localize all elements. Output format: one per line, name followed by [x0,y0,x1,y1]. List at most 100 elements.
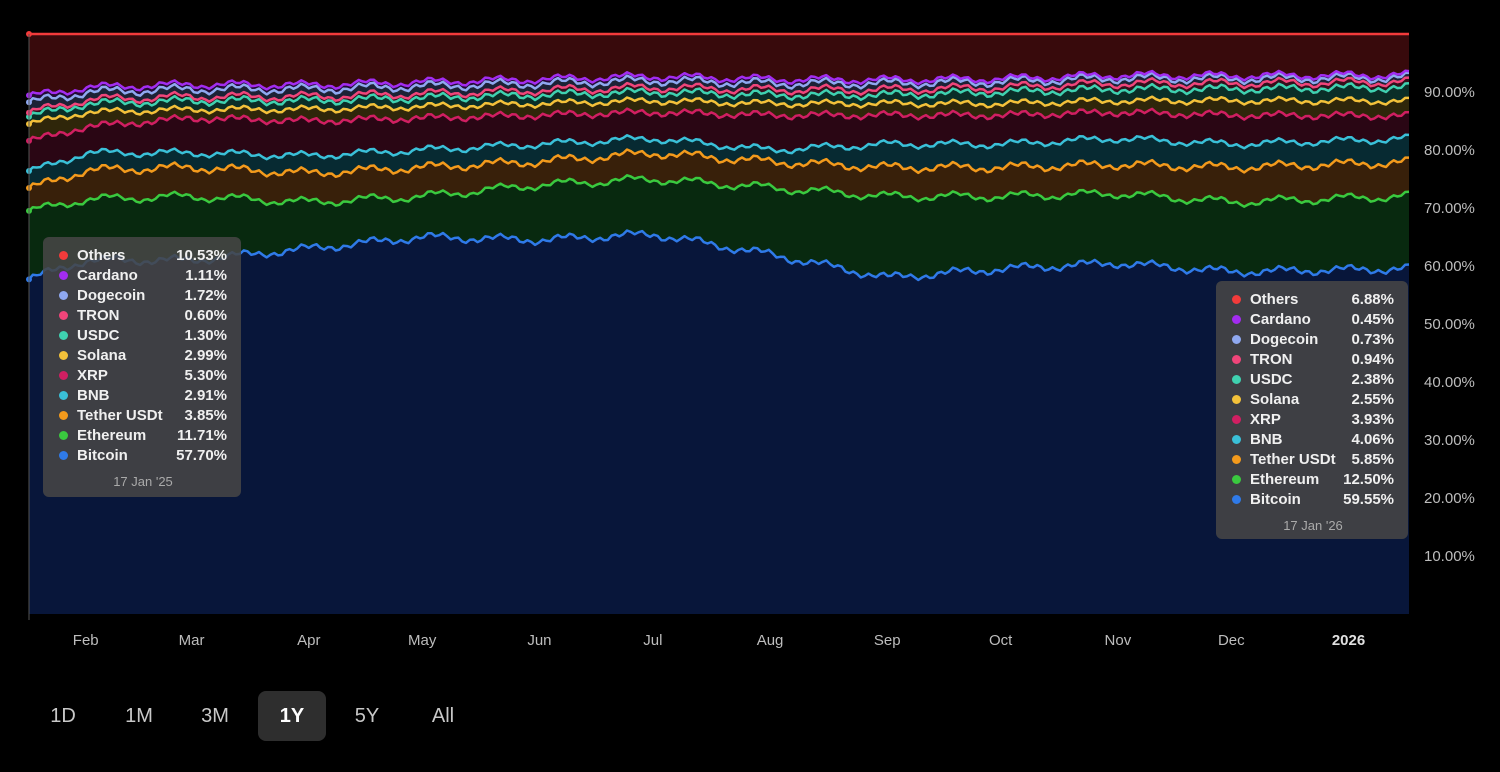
y-tick-label: 60.00% [1424,258,1475,275]
legend-dot-icon [59,310,68,320]
tooltip-row: BNB 2.91% [59,385,227,405]
stacked-areas [29,34,1409,614]
tooltip-series-name: BNB [77,386,110,404]
tooltip-row: Bitcoin 59.55% [1232,489,1394,509]
area-solana [29,96,1409,141]
range-button-1d[interactable]: 1D [26,691,100,741]
tooltip-series-name: Others [77,246,126,264]
tooltip-series-value: 11.71% [176,426,227,444]
legend-dot-icon [1232,334,1241,344]
tooltip-series-value: 2.99% [184,346,227,364]
tooltip-series-name: Cardano [1250,310,1311,328]
tooltip-row: TRON 0.60% [59,305,227,325]
tooltip-series-value: 2.91% [184,386,227,404]
y-tick-label: 70.00% [1424,200,1475,217]
tooltip-series-name: Tether USDt [77,406,163,424]
tooltip-series-value: 59.55% [1343,490,1394,508]
tooltip-series-name: USDC [1250,370,1293,388]
legend-dot-icon [59,330,68,340]
tooltip-series-value: 12.50% [1343,470,1394,488]
series-lines [26,31,1410,283]
tooltip-date: 17 Jan '26 [1283,518,1343,533]
legend-dot-icon [1232,354,1241,364]
tooltip-series-value: 5.85% [1351,450,1394,468]
tooltip-series-value: 3.85% [184,406,227,424]
area-ethereum [29,175,1409,280]
tooltip-row: Ethereum 12.50% [1232,469,1394,489]
tooltip-series-name: Ethereum [1250,470,1320,488]
tooltip-row: Ethereum 11.71% [59,425,227,445]
tooltip-series-value: 0.60% [184,306,227,324]
y-tick-label: 20.00% [1424,490,1475,507]
x-tick-label: May [408,632,437,649]
legend-dot-icon [59,270,68,280]
tooltip-series-value: 3.93% [1351,410,1394,428]
tooltip-series-name: TRON [77,306,120,324]
tooltip-series-value: 0.73% [1351,330,1394,348]
tooltip-series-value: 0.45% [1351,310,1394,328]
tooltip-series-name: Cardano [77,266,138,284]
line-tron [28,76,1410,114]
line-bnb [28,133,1410,172]
line-ethereum [28,174,1410,212]
tooltip-row: Cardano 1.11% [59,265,227,285]
tooltip-row: Dogecoin 0.73% [1232,329,1394,349]
x-tick-label: Sep [874,632,901,649]
legend-dot-icon [59,350,68,360]
range-button-3m[interactable]: 3M [178,691,252,741]
tooltip-series-name: Bitcoin [1250,490,1301,508]
tooltip-series-value: 1.72% [184,286,227,304]
tooltip-row: Tether USDt 5.85% [1232,449,1394,469]
area-xrp [29,108,1409,171]
legend-dot-icon [59,370,68,380]
tooltip-row: XRP 3.93% [1232,409,1394,429]
tooltip-series-name: Others [1250,290,1299,308]
tooltip-series-name: Tether USDt [1250,450,1336,468]
legend-dot-icon [1232,494,1241,504]
legend-dot-icon [1232,314,1241,324]
tooltip-row: Bitcoin 57.70% [59,445,227,465]
tooltip-row: Others 6.88% [1232,289,1394,309]
x-tick-label: Nov [1105,632,1132,649]
tooltip-end: Others 6.88% Cardano 0.45% Dogecoin 0.73% TRON… [1216,281,1408,539]
tooltip-row: Solana 2.55% [1232,389,1394,409]
range-button-1y[interactable]: 1Y [258,691,326,741]
line-cardano [28,69,1410,97]
legend-dot-icon [59,450,68,460]
time-range-selector: 1D 1M 3M 1Y 5Y All [26,691,482,741]
tooltip-row: Others 10.53% [59,245,227,265]
range-button-1m[interactable]: 1M [102,691,176,741]
tooltip-series-name: Solana [77,346,127,364]
tooltip-series-value: 4.06% [1351,430,1394,448]
legend-dot-icon [1232,474,1241,484]
y-tick-label: 80.00% [1424,142,1475,159]
tooltip-series-name: Dogecoin [77,286,146,304]
tooltip-row: Dogecoin 1.72% [59,285,227,305]
tooltip-series-name: Bitcoin [77,446,128,464]
tooltip-row: TRON 0.94% [1232,349,1394,369]
tooltip-series-name: Solana [1250,390,1300,408]
tooltip-row: USDC 1.30% [59,325,227,345]
y-tick-label: 50.00% [1424,316,1475,333]
range-button-all[interactable]: All [406,691,480,741]
legend-dot-icon [1232,374,1241,384]
x-tick-label: Apr [297,632,320,649]
tooltip-series-value: 1.11% [185,266,227,284]
line-usdc [28,81,1410,118]
line-tether-usdt [28,148,1409,189]
tooltip-series-name: XRP [1250,410,1281,428]
range-button-5y[interactable]: 5Y [330,691,404,741]
line-xrp [28,107,1410,142]
tooltip-series-value: 6.88% [1351,290,1394,308]
market-dominance-chart[interactable]: 10.00% 20.00% 30.00% 40.00% 50.00% 60.00% 70.0… [0,0,1500,660]
tooltip-series-value: 10.53% [176,246,227,264]
x-tick-label: Jul [643,632,662,649]
x-tick-label: Aug [757,632,784,649]
y-tick-label: 90.00% [1424,84,1475,101]
tooltip-row: Cardano 0.45% [1232,309,1394,329]
tooltip-series-value: 5.30% [184,366,227,384]
x-tick-label: 2026 [1332,632,1365,649]
legend-dot-icon [59,410,68,420]
tooltip-series-name: XRP [77,366,108,384]
tooltip-series-name: BNB [1250,430,1283,448]
